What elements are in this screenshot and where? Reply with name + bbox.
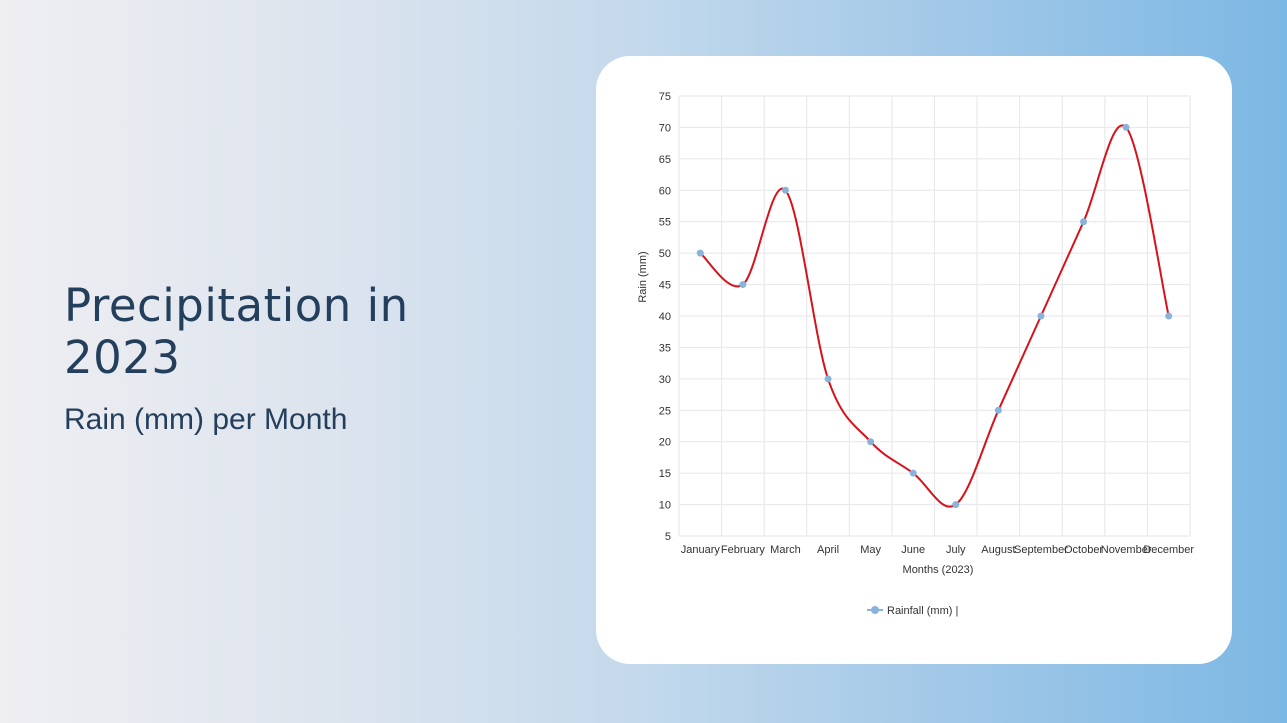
- legend-label: Rainfall (mm) |: [887, 605, 958, 617]
- data-point[interactable]: [696, 249, 704, 257]
- data-point[interactable]: [1122, 123, 1130, 131]
- slide-title: Precipitation in 2023: [64, 279, 409, 384]
- y-tick-label: 15: [659, 468, 671, 480]
- data-point[interactable]: [824, 375, 832, 383]
- y-tick-label: 10: [659, 500, 671, 512]
- legend-marker-point: [871, 606, 879, 614]
- series-points: [696, 123, 1173, 509]
- y-tick-label: 30: [659, 374, 671, 386]
- y-tick-label: 35: [659, 342, 671, 354]
- x-tick-label: August: [981, 544, 1015, 556]
- data-point[interactable]: [1080, 218, 1088, 226]
- y-tick-label: 50: [659, 248, 671, 260]
- data-point[interactable]: [994, 406, 1002, 414]
- y-tick-label: 65: [659, 154, 671, 166]
- title-block: Precipitation in 2023 Rain (mm) per Mont…: [64, 280, 484, 438]
- y-tick-label: 25: [659, 405, 671, 417]
- x-axis-label: Months (2023): [903, 564, 974, 576]
- x-tick-labels: January February March April May June July Augu…: [681, 544, 1195, 556]
- x-tick-label: October: [1064, 544, 1103, 556]
- x-tick-label: April: [817, 544, 839, 556]
- data-point[interactable]: [952, 501, 960, 509]
- y-tick-label: 40: [659, 311, 671, 323]
- x-tick-label: November: [1101, 544, 1152, 556]
- x-tick-label: March: [770, 544, 801, 556]
- chart-card: 5 10 15 20 25 30 35 40 45 50 55 60 65 70 75 January Feb…: [596, 56, 1232, 664]
- rainfall-line-chart: 5 10 15 20 25 30 35 40 45 50 55 60 65 70 75 January Feb…: [637, 91, 1195, 617]
- data-point[interactable]: [1037, 312, 1045, 320]
- y-tick-label: 60: [659, 185, 671, 197]
- x-tick-label: February: [721, 544, 766, 556]
- y-tick-label: 20: [659, 437, 671, 449]
- x-tick-label: December: [1143, 544, 1194, 556]
- data-point[interactable]: [1165, 312, 1173, 320]
- y-tick-label: 45: [659, 280, 671, 292]
- y-tick-label: 75: [659, 91, 671, 103]
- legend[interactable]: Rainfall (mm) |: [867, 605, 958, 617]
- x-tick-label: May: [860, 544, 881, 556]
- y-tick-labels: 5 10 15 20 25 30 35 40 45 50 55 60 65 70 75: [659, 91, 671, 543]
- chart-grid: [678, 95, 1191, 537]
- x-tick-label: January: [681, 544, 721, 556]
- x-tick-label: July: [946, 544, 966, 556]
- data-point[interactable]: [867, 438, 875, 446]
- y-tick-label: 5: [665, 531, 671, 543]
- data-point[interactable]: [781, 186, 789, 194]
- y-tick-label: 70: [659, 122, 671, 134]
- x-tick-label: September: [1014, 544, 1068, 556]
- slide-subtitle: Rain (mm) per Month: [64, 403, 348, 436]
- data-point[interactable]: [739, 281, 747, 289]
- x-tick-label: June: [901, 544, 925, 556]
- y-tick-label: 55: [659, 217, 671, 229]
- data-point[interactable]: [909, 469, 917, 477]
- y-axis-label: Rain (mm): [637, 251, 649, 302]
